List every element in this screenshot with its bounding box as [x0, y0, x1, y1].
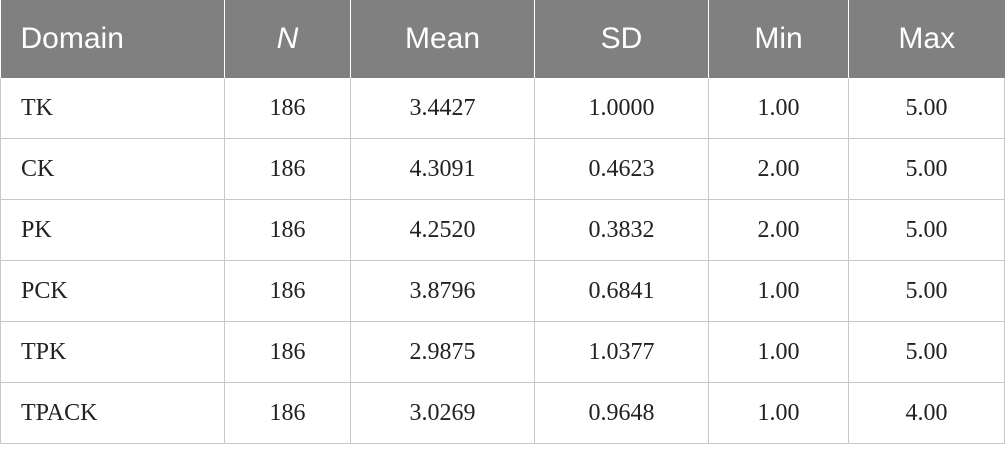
cell-max: 4.00 [848, 382, 1005, 444]
descriptive-stats-table: Domain N Mean SD Min Max TK 186 3.4427 1… [0, 0, 1005, 444]
cell-max: 5.00 [848, 138, 1005, 200]
cell-domain: PCK [0, 260, 225, 322]
table-header: Domain N Mean SD Min Max [0, 0, 1005, 78]
cell-domain: PK [0, 199, 225, 261]
cell-mean: 3.4427 [350, 78, 535, 139]
cell-n: 186 [224, 321, 351, 383]
cell-sd: 0.9648 [534, 382, 709, 444]
header-n: N [224, 0, 351, 78]
cell-n: 186 [224, 199, 351, 261]
cell-min: 2.00 [708, 199, 849, 261]
table-row: PCK 186 3.8796 0.6841 1.00 5.00 [0, 260, 1005, 322]
table-row: CK 186 4.3091 0.4623 2.00 5.00 [0, 138, 1005, 200]
cell-domain: TK [0, 78, 225, 139]
cell-n: 186 [224, 78, 351, 139]
cell-n: 186 [224, 382, 351, 444]
cell-min: 1.00 [708, 382, 849, 444]
cell-domain: TPK [0, 321, 225, 383]
cell-min: 1.00 [708, 260, 849, 322]
table-row: TK 186 3.4427 1.0000 1.00 5.00 [0, 78, 1005, 139]
cell-sd: 0.3832 [534, 199, 709, 261]
header-row: Domain N Mean SD Min Max [0, 0, 1005, 78]
header-sd: SD [534, 0, 709, 78]
header-mean: Mean [350, 0, 535, 78]
header-domain: Domain [0, 0, 225, 78]
cell-n: 186 [224, 138, 351, 200]
cell-mean: 4.2520 [350, 199, 535, 261]
cell-mean: 3.0269 [350, 382, 535, 444]
cell-mean: 2.9875 [350, 321, 535, 383]
cell-min: 1.00 [708, 78, 849, 139]
table-row: TPACK 186 3.0269 0.9648 1.00 4.00 [0, 382, 1005, 444]
cell-max: 5.00 [848, 321, 1005, 383]
cell-max: 5.00 [848, 199, 1005, 261]
cell-max: 5.00 [848, 78, 1005, 139]
cell-sd: 1.0000 [534, 78, 709, 139]
cell-n: 186 [224, 260, 351, 322]
table-body: TK 186 3.4427 1.0000 1.00 5.00 CK 186 4.… [0, 78, 1005, 444]
cell-sd: 0.6841 [534, 260, 709, 322]
cell-domain: TPACK [0, 382, 225, 444]
table-row: PK 186 4.2520 0.3832 2.00 5.00 [0, 199, 1005, 261]
header-max: Max [848, 0, 1005, 78]
cell-sd: 0.4623 [534, 138, 709, 200]
cell-min: 1.00 [708, 321, 849, 383]
cell-mean: 3.8796 [350, 260, 535, 322]
table-row: TPK 186 2.9875 1.0377 1.00 5.00 [0, 321, 1005, 383]
cell-sd: 1.0377 [534, 321, 709, 383]
header-min: Min [708, 0, 849, 78]
cell-max: 5.00 [848, 260, 1005, 322]
cell-domain: CK [0, 138, 225, 200]
cell-mean: 4.3091 [350, 138, 535, 200]
cell-min: 2.00 [708, 138, 849, 200]
